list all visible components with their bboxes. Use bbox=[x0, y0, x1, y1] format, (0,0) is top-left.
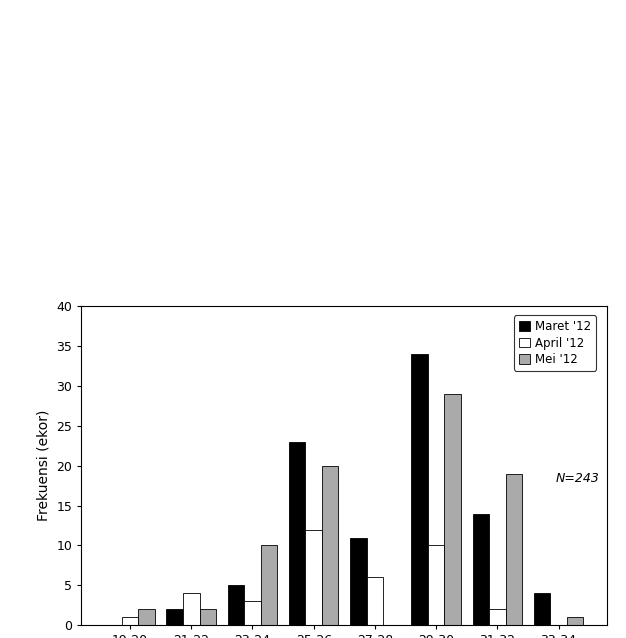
Y-axis label: Frekuensi (ekor): Frekuensi (ekor) bbox=[37, 410, 51, 521]
Bar bbox=[244, 601, 261, 625]
Bar bbox=[506, 473, 522, 625]
Bar bbox=[444, 394, 461, 625]
Bar bbox=[289, 441, 305, 625]
Bar bbox=[200, 609, 216, 625]
Bar bbox=[567, 618, 583, 625]
Bar bbox=[305, 530, 322, 625]
Bar bbox=[411, 354, 428, 625]
Legend: Maret '12, April '12, Mei '12: Maret '12, April '12, Mei '12 bbox=[514, 315, 596, 371]
Bar bbox=[122, 618, 138, 625]
Bar bbox=[322, 466, 339, 625]
Bar bbox=[367, 577, 383, 625]
Text: N=243: N=243 bbox=[555, 472, 599, 485]
Bar bbox=[428, 545, 444, 625]
Bar bbox=[183, 593, 200, 625]
Bar bbox=[138, 609, 155, 625]
Bar bbox=[228, 586, 244, 625]
Bar bbox=[350, 537, 367, 625]
Bar bbox=[167, 609, 183, 625]
Bar bbox=[489, 609, 506, 625]
Bar bbox=[534, 593, 550, 625]
Bar bbox=[473, 514, 489, 625]
Bar bbox=[261, 545, 277, 625]
